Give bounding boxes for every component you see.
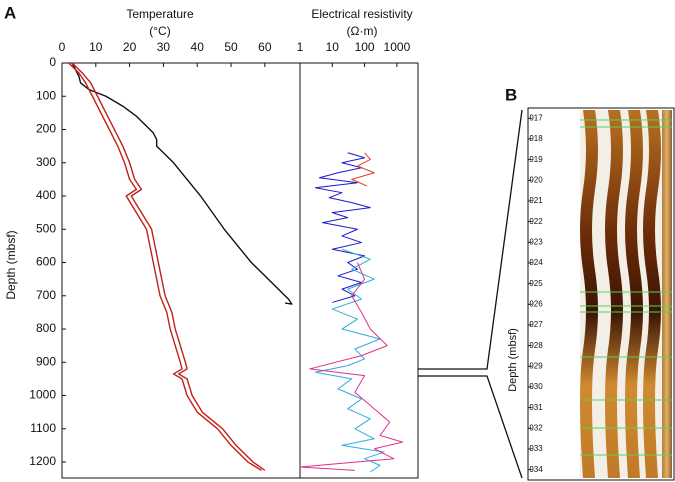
image-band [580,110,598,478]
image-band [625,110,643,478]
image-band [605,110,623,478]
panel-label: A [4,3,16,22]
x-tick-label: 1 [297,40,304,54]
x-tick-label: 10 [89,40,103,54]
data-line [299,262,404,471]
x-tick-label: 100 [355,40,375,54]
y-tick-label: 932 [529,423,543,432]
y-tick-label: 923 [529,237,543,246]
y-axis-label: Depth (mbsf) [4,230,18,299]
axis-title: Temperature [126,7,194,21]
y-axis-label: Depth (mbsf) [507,328,519,392]
x-tick-label: 50 [224,40,238,54]
x-tick-label: 10 [326,40,340,54]
y-tick-label: 400 [36,188,56,202]
x-tick-label: 30 [157,40,171,54]
data-line [68,62,262,471]
y-tick-label: 934 [529,465,543,474]
y-tick-label: 925 [529,279,543,288]
borehole-image [580,110,672,478]
y-tick-label: 922 [529,217,543,226]
connector [418,109,523,370]
y-tick-label: 931 [529,403,543,412]
x-tick-label: 1000 [384,40,411,54]
data-line [71,62,266,471]
y-tick-label: 929 [529,361,543,370]
y-tick-label: 200 [36,122,56,136]
y-tick-label: 300 [36,155,56,169]
y-tick-label: 926 [529,299,543,308]
y-tick-label: 930 [529,382,543,391]
data-line [71,62,293,305]
y-tick-label: 900 [36,354,56,368]
y-tick-label: 924 [529,258,543,267]
y-tick-label: 919 [529,155,543,164]
y-tick-label: 927 [529,320,543,329]
data-line [314,248,385,473]
y-tick-label: 700 [36,288,56,302]
axis-title: Electrical resistivity [311,7,412,21]
axis-unit: (Ω·m) [347,24,378,38]
x-tick-label: 40 [191,40,205,54]
y-tick-label: 100 [36,88,56,102]
y-tick-label: 933 [529,444,543,453]
y-tick-label: 800 [36,321,56,335]
y-tick-label: 921 [529,196,543,205]
x-tick-label: 20 [123,40,137,54]
y-tick-label: 1200 [29,454,56,468]
y-tick-label: 1000 [29,388,56,402]
axis-unit: (°C) [149,24,170,38]
image-band [643,110,661,478]
x-tick-label: 0 [59,40,66,54]
data-line [351,152,375,187]
panel-label: B [505,85,517,104]
image-band [662,110,672,478]
y-tick-label: 928 [529,341,543,350]
plot-frame [299,62,419,479]
connector [418,375,523,479]
plot-frame [61,62,301,479]
y-tick-label: 918 [529,134,543,143]
y-tick-label: 917 [529,113,543,122]
y-tick-label: 500 [36,221,56,235]
y-tick-label: 920 [529,175,543,184]
y-tick-label: 600 [36,255,56,269]
x-tick-label: 60 [258,40,272,54]
data-line [314,152,371,303]
y-tick-label: 0 [49,55,56,69]
y-tick-label: 1100 [30,421,56,435]
